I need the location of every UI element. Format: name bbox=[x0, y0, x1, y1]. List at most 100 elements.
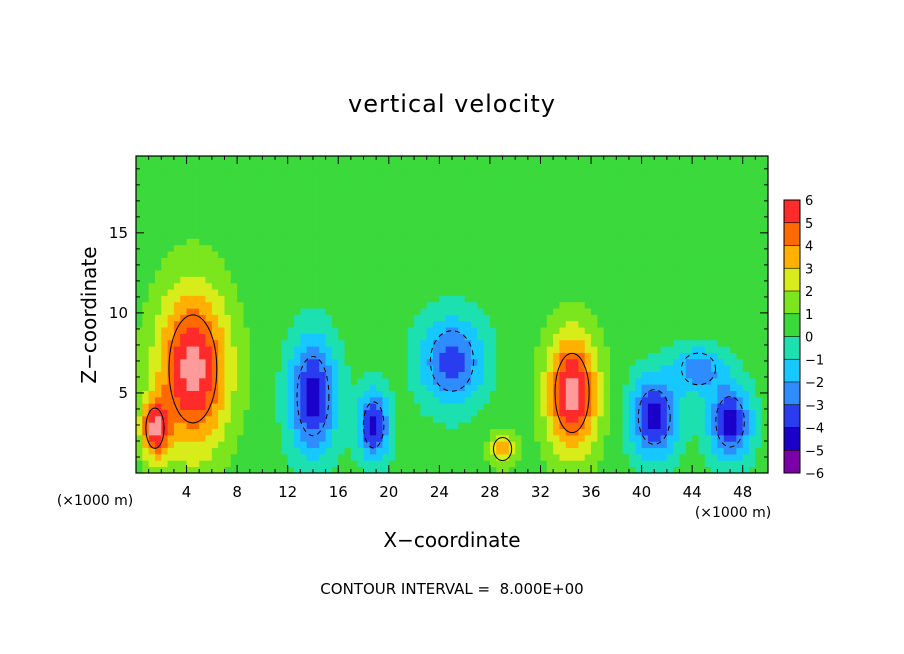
heatmap-cell bbox=[275, 276, 282, 284]
heatmap-cell bbox=[312, 276, 320, 284]
heatmap-cell bbox=[136, 327, 143, 334]
heatmap-cell bbox=[376, 168, 383, 176]
heatmap-cell bbox=[641, 396, 649, 404]
heatmap-cell bbox=[294, 415, 301, 423]
heatmap-cell bbox=[698, 428, 706, 436]
heatmap-cell bbox=[660, 377, 668, 385]
heatmap-cell bbox=[578, 257, 586, 265]
heatmap-cell bbox=[376, 263, 383, 271]
heatmap-cell bbox=[654, 460, 661, 468]
heatmap-cell bbox=[502, 213, 510, 220]
heatmap-cell bbox=[508, 384, 516, 391]
heatmap-cell bbox=[211, 390, 219, 398]
heatmap-cell bbox=[388, 276, 396, 284]
heatmap-cell bbox=[154, 175, 162, 182]
heatmap-cell bbox=[749, 409, 756, 417]
heatmap-cell bbox=[704, 358, 712, 366]
heatmap-cell bbox=[527, 466, 535, 474]
heatmap-cell bbox=[616, 156, 624, 163]
heatmap-cell bbox=[483, 390, 491, 398]
heatmap-cell bbox=[515, 339, 522, 347]
heatmap-cell bbox=[420, 187, 428, 195]
heatmap-cell bbox=[294, 466, 301, 474]
heatmap-cell bbox=[502, 396, 510, 404]
heatmap-cell bbox=[218, 358, 225, 366]
heatmap-cell bbox=[211, 396, 219, 404]
heatmap-cell bbox=[679, 213, 687, 220]
heatmap-cell bbox=[578, 396, 586, 404]
heatmap-cell bbox=[186, 213, 194, 220]
heatmap-cell bbox=[211, 194, 219, 201]
heatmap-cell bbox=[319, 320, 326, 328]
heatmap-cell bbox=[603, 434, 611, 442]
heatmap-cell bbox=[154, 358, 162, 366]
heatmap-cell bbox=[458, 162, 466, 170]
heatmap-cell bbox=[591, 225, 598, 233]
heatmap-cell bbox=[452, 225, 459, 233]
heatmap-cell bbox=[692, 181, 699, 189]
heatmap-cell bbox=[369, 206, 377, 214]
heatmap-cell bbox=[559, 314, 567, 322]
heatmap-cell bbox=[458, 295, 466, 303]
heatmap-cell bbox=[515, 434, 522, 442]
heatmap-cell bbox=[483, 194, 491, 201]
heatmap-cell bbox=[148, 295, 156, 303]
heatmap-cell bbox=[515, 187, 522, 195]
heatmap-cell bbox=[306, 384, 314, 391]
heatmap-cell bbox=[154, 377, 162, 385]
heatmap-cell bbox=[186, 447, 194, 455]
heatmap-cell bbox=[192, 289, 200, 296]
heatmap-cell bbox=[369, 225, 377, 233]
heatmap-cell bbox=[464, 301, 472, 309]
heatmap-cell bbox=[294, 320, 301, 328]
heatmap-cell bbox=[439, 314, 447, 322]
heatmap-cell bbox=[761, 238, 769, 246]
heatmap-cell bbox=[338, 301, 345, 309]
heatmap-cell bbox=[433, 194, 440, 201]
heatmap-cell bbox=[230, 162, 238, 170]
heatmap-cell bbox=[692, 282, 699, 290]
heatmap-cell bbox=[723, 441, 731, 449]
heatmap-cell bbox=[180, 466, 187, 474]
heatmap-cell bbox=[704, 156, 712, 163]
heatmap-cell bbox=[199, 422, 206, 430]
heatmap-cell bbox=[736, 409, 744, 417]
heatmap-cell bbox=[319, 301, 326, 309]
heatmap-cell bbox=[742, 187, 750, 195]
heatmap-cell bbox=[521, 403, 529, 410]
heatmap-cell bbox=[199, 308, 206, 315]
heatmap-cell bbox=[527, 409, 535, 417]
heatmap-cell bbox=[559, 238, 567, 246]
heatmap-cell bbox=[287, 206, 295, 214]
heatmap-cell bbox=[572, 206, 579, 214]
heatmap-cell bbox=[635, 314, 642, 322]
heatmap-cell bbox=[262, 263, 270, 271]
heatmap-cell bbox=[401, 175, 409, 182]
heatmap-cell bbox=[369, 327, 377, 334]
heatmap-cell bbox=[635, 187, 642, 195]
heatmap-cell bbox=[641, 289, 649, 296]
heatmap-cell bbox=[723, 194, 731, 201]
heatmap-cell bbox=[363, 358, 371, 366]
heatmap-cell bbox=[268, 156, 276, 163]
heatmap-cell bbox=[407, 251, 415, 258]
heatmap-cell bbox=[401, 371, 409, 379]
heatmap-cell bbox=[540, 282, 548, 290]
heatmap-cell bbox=[666, 200, 674, 208]
heatmap-cell bbox=[616, 422, 624, 430]
heatmap-cell bbox=[521, 257, 529, 265]
heatmap-cell bbox=[154, 238, 162, 246]
heatmap-cell bbox=[521, 447, 529, 455]
heatmap-cell bbox=[199, 194, 206, 201]
heatmap-cell bbox=[249, 257, 257, 265]
heatmap-cell bbox=[350, 175, 358, 182]
heatmap-cell bbox=[439, 175, 447, 182]
heatmap-cell bbox=[496, 377, 503, 385]
heatmap-cell bbox=[268, 276, 276, 284]
heatmap-cell bbox=[749, 384, 756, 391]
heatmap-cell bbox=[192, 238, 200, 246]
heatmap-cell bbox=[369, 403, 377, 410]
heatmap-cell bbox=[502, 187, 510, 195]
heatmap-cell bbox=[483, 314, 491, 322]
heatmap-cell bbox=[306, 244, 314, 252]
